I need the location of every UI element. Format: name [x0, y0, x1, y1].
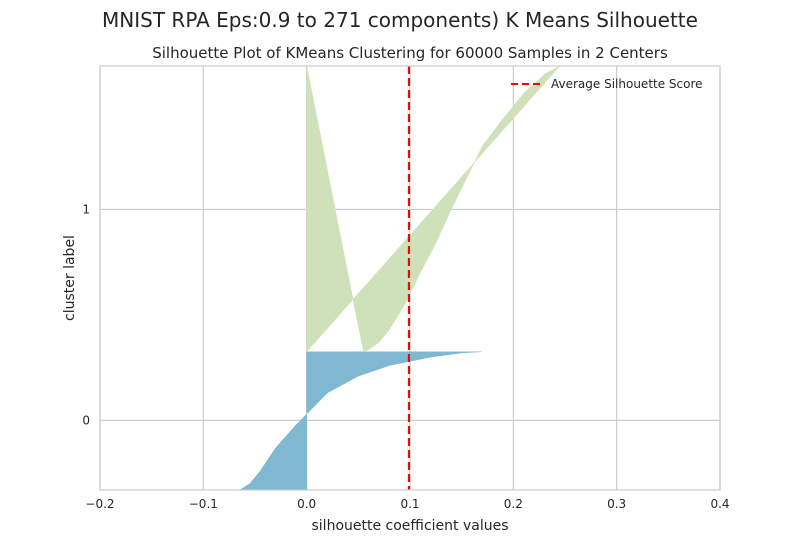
cluster-areas — [238, 65, 560, 491]
y-axis-label: cluster label — [62, 235, 78, 321]
x-tick-label: −0.2 — [85, 497, 114, 511]
plot-frame — [99, 65, 721, 491]
x-tick-label: −0.1 — [189, 497, 218, 511]
y-tick-label: 1 — [82, 202, 90, 216]
figure-suptitle: MNIST RPA Eps:0.9 to 271 components) K M… — [102, 8, 698, 32]
y-tick-label: 0 — [82, 413, 90, 427]
legend: Average Silhouette Score — [511, 77, 703, 91]
cluster-1-silhouette — [306, 65, 560, 353]
x-ticks: −0.2 −0.1 0.0 0.1 0.2 0.3 0.4 — [85, 497, 729, 511]
legend-label-average: Average Silhouette Score — [551, 77, 703, 91]
y-ticks: 01 — [82, 202, 90, 427]
chart-title: Silhouette Plot of KMeans Clustering for… — [152, 44, 668, 62]
cluster-0-silhouette — [238, 351, 482, 491]
x-axis-label: silhouette coefficient values — [312, 518, 509, 534]
x-tick-label: 0.4 — [710, 497, 729, 511]
x-tick-label: 0.1 — [400, 497, 419, 511]
x-tick-label: 0.0 — [297, 497, 316, 511]
x-tick-label: 0.2 — [504, 497, 523, 511]
x-tick-label: 0.3 — [607, 497, 626, 511]
